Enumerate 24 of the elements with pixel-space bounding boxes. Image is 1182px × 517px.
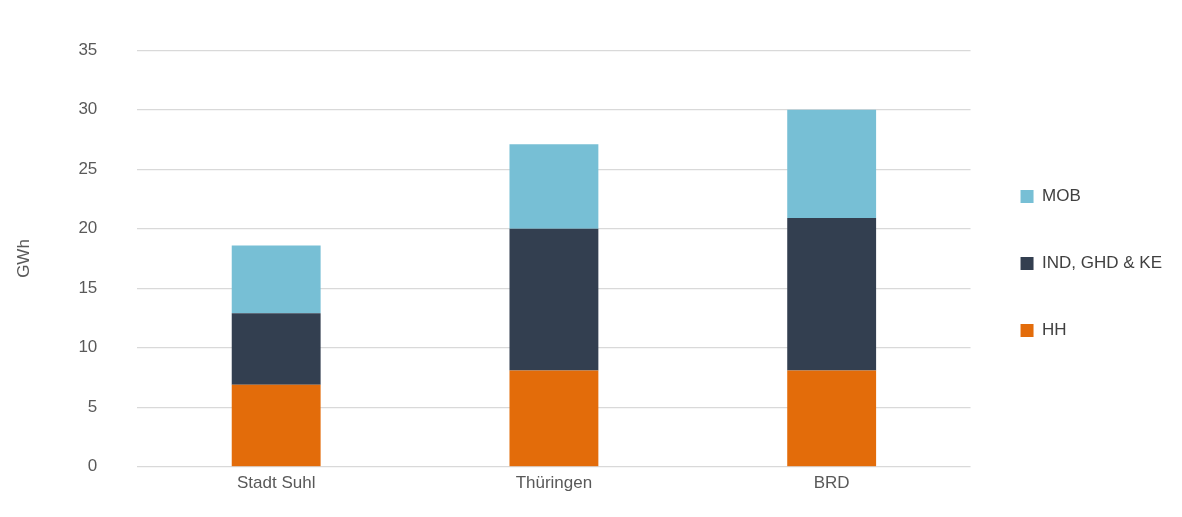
bar	[509, 370, 599, 467]
legend-label: HH	[1042, 320, 1067, 340]
bar	[509, 228, 599, 371]
y-tick-label: 10	[78, 337, 98, 357]
bar	[231, 245, 321, 314]
bar	[509, 144, 599, 229]
bar	[787, 109, 877, 219]
x-tick-label: BRD	[813, 472, 850, 492]
bar	[231, 313, 321, 385]
y-tick-label: 5	[87, 396, 98, 416]
bar	[231, 384, 321, 467]
y-tick-label: 35	[78, 39, 98, 59]
y-axis-title: GWh	[13, 239, 33, 278]
legend-label: MOB	[1042, 186, 1081, 206]
x-tick-label: Thüringen	[515, 472, 593, 492]
y-tick-label: 0	[87, 456, 98, 476]
x-tick-label: Stadt Suhl	[236, 472, 316, 492]
y-tick-label: 30	[78, 99, 98, 119]
bar	[787, 218, 877, 371]
y-tick-label: 20	[78, 218, 98, 238]
legend-label: IND, GHD & KE	[1042, 253, 1163, 273]
y-tick-label: 25	[78, 158, 98, 178]
bar	[787, 370, 877, 467]
y-tick-label: 15	[78, 277, 98, 297]
